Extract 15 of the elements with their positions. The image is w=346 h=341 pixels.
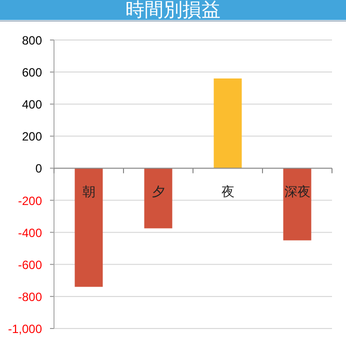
y-tick-label: 400 [22,98,42,112]
x-tick-label: 深夜 [284,184,310,200]
y-tick-label: 200 [22,130,42,144]
x-tick-label: 朝 [82,185,96,200]
x-tick-label: 夕 [152,185,165,200]
y-tick-label: -200 [18,194,42,208]
y-tick-label: -600 [18,258,42,272]
y-tick-label: 800 [22,34,42,48]
y-tick-label: 600 [22,66,42,80]
y-tick-label: -800 [18,290,42,304]
chart-title: 時間別損益 [126,0,220,21]
y-tick-label: 0 [35,162,42,176]
y-tick-label: -1,000 [8,322,42,336]
y-tick-label: -400 [18,226,42,240]
x-tick-label: 夜 [221,184,234,200]
